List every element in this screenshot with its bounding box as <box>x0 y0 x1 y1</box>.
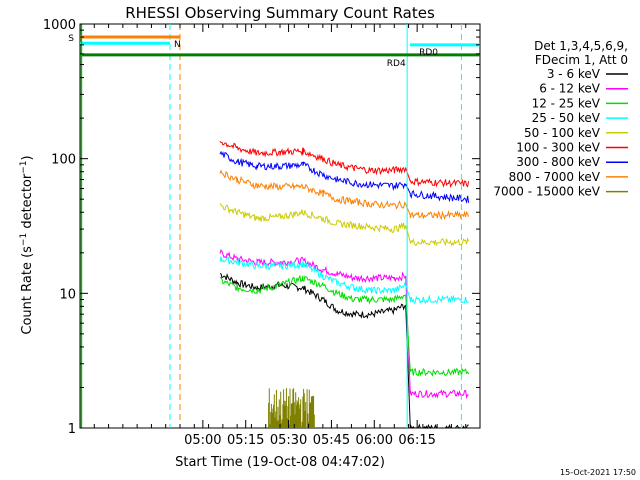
flag-label-n: N <box>174 40 181 50</box>
y-axis-label-main: Count Rate (s <box>20 246 35 335</box>
y-axis-label-mid: detector <box>20 173 35 233</box>
flag-label-rd4: RD4 <box>387 59 406 69</box>
plot-frame <box>79 23 481 429</box>
flag-label-rd0: RD0 <box>419 48 438 58</box>
series-line <box>219 273 469 430</box>
y-tick-label: 1 <box>68 422 76 437</box>
x-tick-label: 05:15 <box>227 433 264 448</box>
y-axis-label-sup2: −1 <box>19 160 29 173</box>
series-line <box>219 256 469 305</box>
y-axis-label-end: ) <box>20 155 35 160</box>
legend-label: 800 - 7000 keV <box>509 170 601 184</box>
flag-label-s: S <box>68 34 74 44</box>
footer-timestamp: 15-Oct-2021 17:50 <box>560 468 636 477</box>
chart-title: RHESSI Observing Summary Count Rates <box>125 4 435 22</box>
x-axis-label: Start Time (19-Oct-08 04:47:02) <box>175 455 385 470</box>
legend-header-line-1: Det 1,3,4,5,6,9, <box>534 39 628 53</box>
x-tick-label: 06:00 <box>356 433 393 448</box>
plot-area <box>79 23 481 429</box>
x-tick-label: 05:30 <box>270 433 307 448</box>
legend: Det 1,3,4,5,6,9, FDecim 1, Att 0 3 - 6 k… <box>493 39 628 199</box>
x-tick-label: 06:15 <box>398 433 435 448</box>
tick-group: 1 10 100 1000 05:00 05:15 05:30 05:45 06:00 06:15 <box>43 18 480 448</box>
y-tick-label: 100 <box>51 153 76 168</box>
legend-label: 300 - 800 keV <box>516 155 600 169</box>
series-line <box>219 150 470 205</box>
series-group <box>219 140 470 430</box>
legend-label: 100 - 300 keV <box>516 141 600 155</box>
y-axis-label: Count Rate (s−1 detector−1) <box>19 155 35 334</box>
legend-header-line-2: FDecim 1, Att 0 <box>535 53 628 67</box>
y-tick-label: 1000 <box>43 18 76 33</box>
legend-label: 3 - 6 keV <box>547 67 601 81</box>
legend-label: 12 - 25 keV <box>532 96 601 110</box>
x-tick-label: 05:45 <box>313 433 350 448</box>
y-tick-label: 10 <box>59 287 76 302</box>
legend-label: 50 - 100 keV <box>524 126 601 140</box>
series-line <box>219 140 470 188</box>
series-line <box>219 169 470 221</box>
series-line <box>268 388 315 428</box>
marker-group: S N RD4 RD0 <box>68 24 480 428</box>
legend-label: 7000 - 15000 keV <box>493 185 600 199</box>
legend-label: 6 - 12 keV <box>539 82 601 96</box>
legend-label: 25 - 50 keV <box>532 111 601 125</box>
series-line <box>219 249 469 399</box>
x-tick-label: 05:00 <box>184 433 221 448</box>
series-line <box>219 274 470 377</box>
y-axis-label-sup1: −1 <box>19 233 29 246</box>
series-line <box>219 203 470 247</box>
